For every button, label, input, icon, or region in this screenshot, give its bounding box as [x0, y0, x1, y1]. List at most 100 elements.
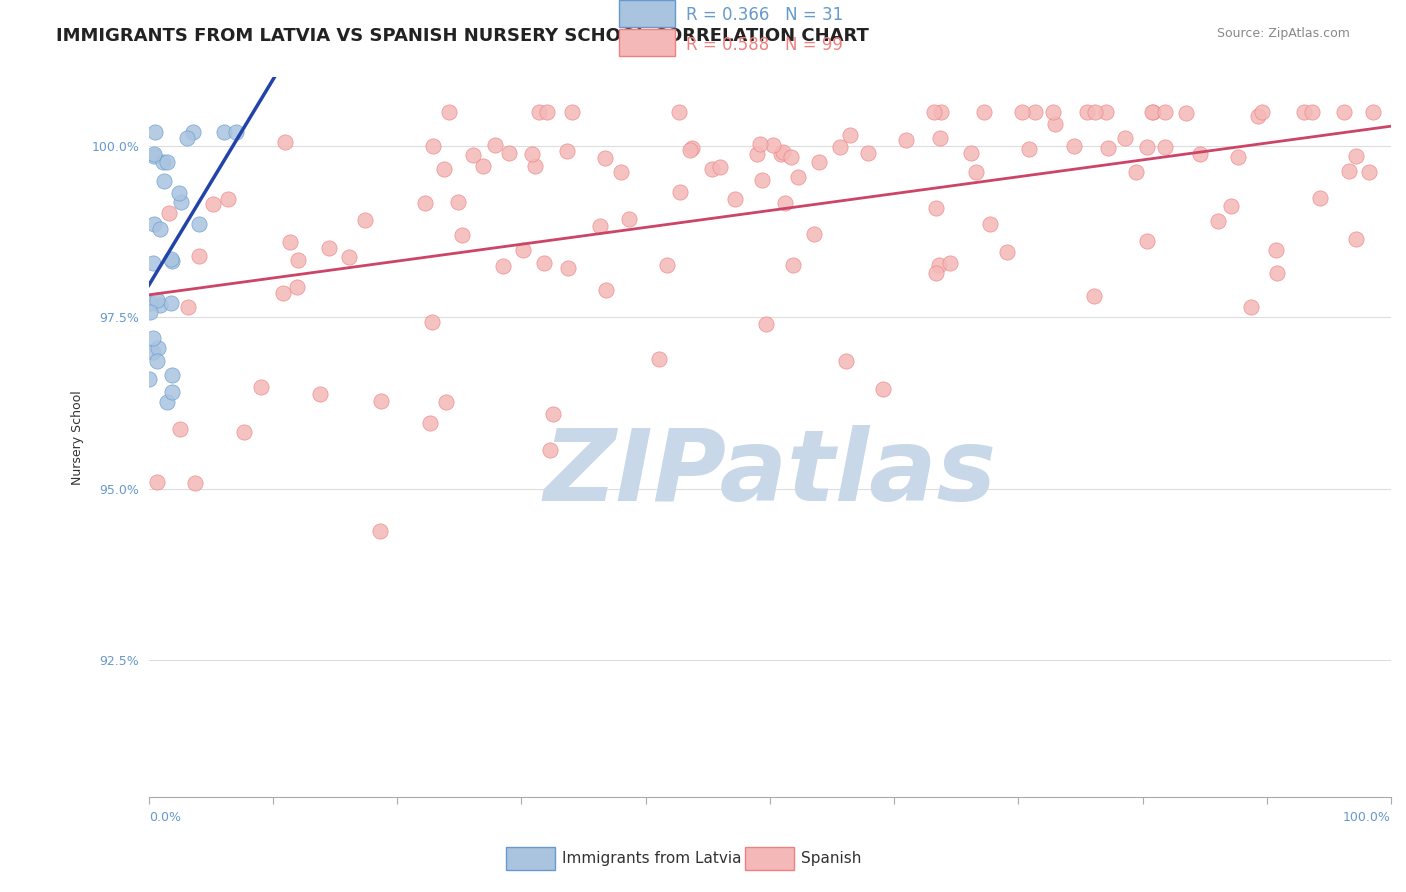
- Point: [1357, 165, 1379, 179]
- Point: [929, 131, 952, 145]
- Point: [1042, 104, 1064, 119]
- Point: [922, 104, 945, 119]
- Point: [772, 145, 794, 159]
- Point: [524, 159, 547, 173]
- Point: [162, 368, 184, 383]
- Point: [538, 443, 561, 458]
- Point: [780, 151, 803, 165]
- Point: [177, 300, 200, 314]
- Point: [183, 475, 205, 490]
- Point: [1337, 163, 1360, 178]
- Point: [447, 195, 470, 210]
- Point: [924, 201, 946, 215]
- Point: [929, 104, 952, 119]
- Point: [1346, 148, 1368, 162]
- Point: [181, 125, 204, 139]
- Point: [1246, 110, 1268, 124]
- Point: [422, 139, 444, 153]
- Point: [139, 305, 162, 319]
- Point: [589, 219, 612, 233]
- Point: [142, 217, 165, 231]
- Point: [872, 382, 894, 396]
- Point: [142, 256, 165, 270]
- Point: [1011, 104, 1033, 119]
- Point: [146, 353, 169, 368]
- Point: [420, 315, 443, 329]
- Point: [762, 137, 785, 152]
- Point: [1265, 243, 1288, 257]
- Text: Source: ZipAtlas.com: Source: ZipAtlas.com: [1216, 27, 1350, 40]
- Point: [965, 165, 987, 179]
- Point: [285, 280, 308, 294]
- Point: [217, 192, 239, 206]
- Point: [724, 193, 747, 207]
- Point: [141, 330, 163, 344]
- Point: [700, 162, 723, 177]
- Point: [1154, 104, 1177, 119]
- Point: [773, 196, 796, 211]
- Point: [142, 344, 165, 359]
- Point: [152, 155, 174, 169]
- Point: [143, 125, 166, 139]
- Text: Spanish: Spanish: [801, 851, 862, 865]
- Point: [491, 260, 513, 274]
- Point: [1136, 234, 1159, 248]
- Point: [176, 131, 198, 145]
- Point: [170, 195, 193, 210]
- Point: [1189, 147, 1212, 161]
- Point: [1063, 139, 1085, 153]
- Point: [1240, 300, 1263, 314]
- Point: [146, 341, 169, 355]
- Point: [928, 258, 950, 272]
- Point: [1095, 104, 1118, 119]
- Point: [1084, 104, 1107, 119]
- Point: [561, 104, 583, 119]
- Point: [657, 258, 679, 272]
- Point: [278, 235, 301, 250]
- Point: [450, 228, 472, 243]
- Point: [647, 352, 669, 367]
- Point: [894, 133, 917, 147]
- Point: [439, 104, 461, 119]
- Point: [287, 253, 309, 268]
- Point: [835, 353, 858, 368]
- Text: IMMIGRANTS FROM LATVIA VS SPANISH NURSERY SCHOOL CORRELATION CHART: IMMIGRANTS FROM LATVIA VS SPANISH NURSER…: [56, 27, 869, 45]
- Point: [529, 104, 551, 119]
- Point: [169, 186, 191, 201]
- Point: [1292, 104, 1315, 119]
- Point: [187, 217, 209, 231]
- Point: [668, 104, 690, 119]
- Point: [370, 394, 392, 409]
- Text: 100.0%: 100.0%: [1343, 811, 1391, 824]
- Point: [803, 227, 825, 241]
- Point: [1344, 232, 1367, 246]
- Point: [233, 425, 256, 439]
- Point: [541, 408, 564, 422]
- Point: [749, 137, 772, 152]
- Point: [669, 185, 692, 199]
- Point: [557, 261, 579, 276]
- Point: [1227, 150, 1250, 164]
- Point: [188, 249, 211, 263]
- Point: [153, 174, 176, 188]
- Text: 0.0%: 0.0%: [149, 811, 181, 824]
- Text: R = 0.588   N = 99: R = 0.588 N = 99: [686, 36, 844, 54]
- Point: [782, 258, 804, 272]
- Point: [830, 140, 852, 154]
- Point: [679, 143, 702, 157]
- Point: [1309, 191, 1331, 205]
- Point: [201, 197, 224, 211]
- Point: [149, 222, 172, 236]
- Point: [146, 293, 169, 307]
- Point: [413, 195, 436, 210]
- Point: [434, 394, 457, 409]
- Point: [1265, 266, 1288, 280]
- Point: [139, 296, 162, 310]
- Point: [160, 252, 183, 266]
- Point: [522, 147, 544, 161]
- Point: [979, 217, 1001, 231]
- Point: [751, 172, 773, 186]
- Point: [682, 141, 704, 155]
- Point: [142, 148, 165, 162]
- Point: [337, 250, 360, 264]
